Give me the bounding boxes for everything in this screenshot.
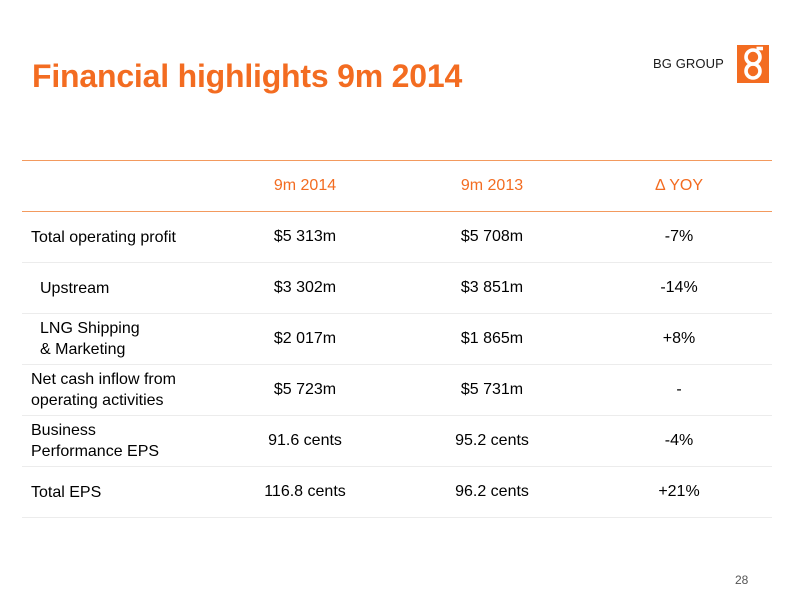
cell-9m-2013: 96.2 cents — [455, 483, 529, 500]
cell-9m-2013: $1 865m — [460, 330, 524, 347]
brand-name: BG GROUP — [653, 56, 724, 71]
cell-delta-yoy: - — [676, 381, 682, 398]
table-row: Net cash inflow from operating activities… — [22, 365, 772, 416]
cell-9m-2013: $5 708m — [460, 228, 524, 245]
cell-9m-2014: 91.6 cents — [268, 432, 342, 449]
cell-9m-2014: 116.8 cents — [264, 483, 346, 500]
cell-delta-yoy: -4% — [664, 432, 694, 449]
cell-9m-2013: $3 851m — [460, 279, 524, 296]
cell-delta-yoy: +8% — [662, 330, 696, 347]
cell-9m-2014: $2 017m — [273, 330, 337, 347]
row-label-line: Performance EPS — [31, 443, 160, 460]
header-cell-9m-2013: 9m 2013 — [460, 177, 524, 194]
row-label-line: Total operating profit — [31, 228, 176, 246]
cell-9m-2014: $5 313m — [273, 228, 337, 245]
table-row: Total operating profit $5 313m $5 708m -7% — [22, 212, 772, 263]
table-header-row: 9m 2014 9m 2013 Δ YOY — [22, 160, 772, 212]
row-label-line: & Marketing — [40, 341, 126, 358]
financial-highlights-table: 9m 2014 9m 2013 Δ YOY Total operating pr… — [22, 160, 772, 518]
table-row: LNG Shipping & Marketing $2 017m $1 865m +8% — [22, 314, 772, 365]
table-row: Upstream $3 302m $3 851m -14% — [22, 263, 772, 314]
header-cell-9m-2014: 9m 2014 — [273, 177, 337, 194]
table-row: Total EPS 116.8 cents 96.2 cents +21% — [22, 467, 772, 518]
row-label: Upstream — [22, 278, 212, 299]
cell-delta-yoy: +21% — [658, 483, 700, 500]
cell-9m-2013: 95.2 cents — [455, 432, 529, 449]
cell-9m-2013: $5 731m — [460, 381, 524, 398]
table-row: Business Performance EPS 91.6 cents 95.2 ce… — [22, 416, 772, 467]
row-label-line: Business — [31, 422, 96, 439]
cell-9m-2014: $3 302m — [273, 279, 337, 296]
row-label: Total EPS — [22, 482, 212, 503]
row-label-line: Upstream — [40, 279, 110, 297]
row-label-line: LNG Shipping — [40, 320, 140, 337]
table-body: Total operating profit $5 313m $5 708m -7% U… — [22, 212, 772, 518]
row-label-line: Net cash inflow from — [31, 371, 176, 388]
slide-title: Financial highlights 9m 2014 — [32, 58, 463, 94]
header-cell-delta-yoy: Δ YOY — [654, 177, 704, 194]
cell-delta-yoy: -7% — [664, 228, 694, 245]
bg-group-logo — [737, 45, 769, 83]
row-label: Total operating profit — [22, 227, 212, 248]
page-number: 28 — [735, 573, 749, 587]
row-label: Business Performance EPS — [22, 420, 212, 462]
row-label-line: Total EPS — [31, 483, 102, 501]
row-label: Net cash inflow from operating activities — [22, 369, 212, 411]
cell-delta-yoy: -14% — [660, 279, 698, 296]
cell-9m-2014: $5 723m — [273, 381, 337, 398]
row-label: LNG Shipping & Marketing — [22, 318, 212, 360]
row-label-line: operating activities — [31, 392, 164, 409]
